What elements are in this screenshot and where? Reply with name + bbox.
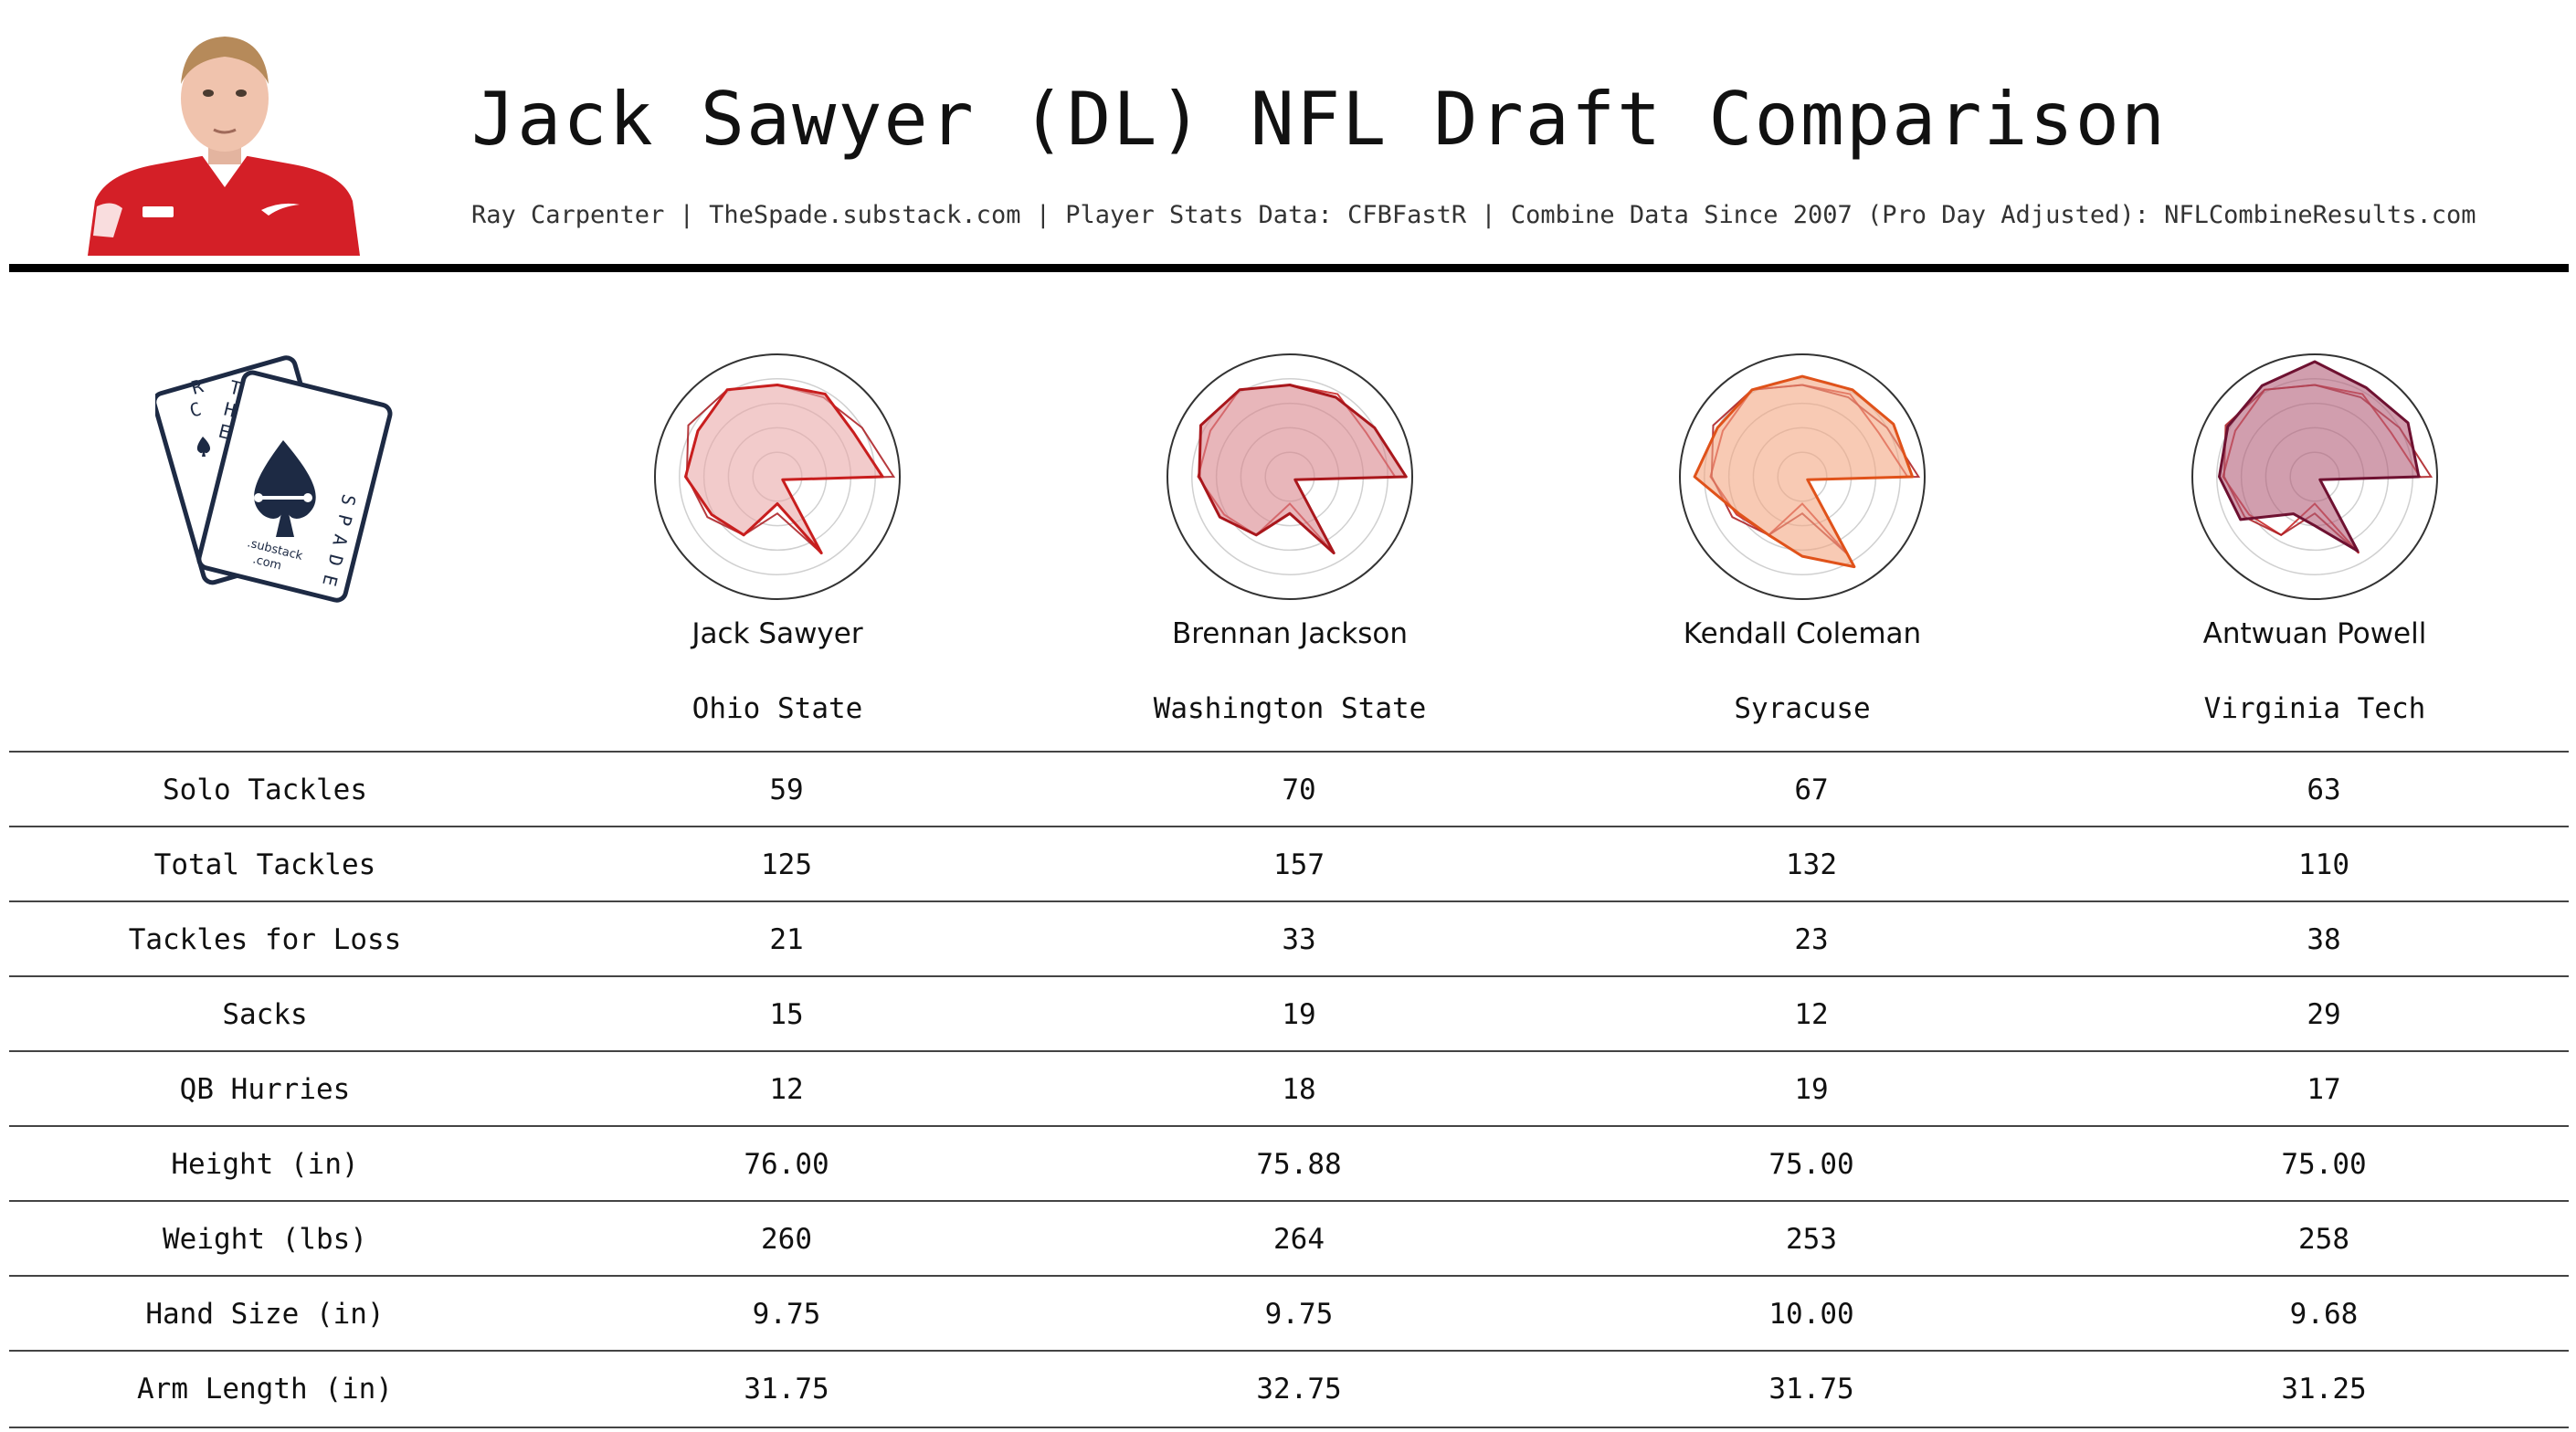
player-name: Brennan Jackson: [1171, 617, 1409, 650]
table-cell: 125: [761, 848, 812, 881]
player-headshot: [88, 37, 360, 256]
header-divider: [9, 264, 2569, 272]
table-cell: 18: [1282, 1073, 1316, 1106]
table-cell: 9.75: [752, 1298, 821, 1331]
table-cell: 31.75: [744, 1373, 829, 1406]
radar-chart-brennan-jackson: [1167, 353, 1413, 600]
table-cell: 19: [1794, 1073, 1829, 1106]
logo-letter-a: A: [328, 532, 352, 548]
the-spade-logo: R C T H E S P A D E .substack .com: [155, 355, 393, 603]
table-cell: 67: [1794, 774, 1829, 806]
radar-outer-ring: [1167, 353, 1413, 600]
logo-letter-s: S: [336, 492, 360, 508]
logo-letter-d: D: [323, 553, 347, 568]
radar-outer-ring: [2191, 353, 2438, 600]
table-cell: 10.00: [1768, 1298, 1854, 1331]
table-cell: 31.25: [2281, 1373, 2367, 1406]
table-cell: 21: [769, 923, 804, 956]
table-cell: 75.00: [2281, 1148, 2367, 1181]
table-cell: 258: [2298, 1223, 2349, 1256]
table-cell: 132: [1786, 848, 1837, 881]
row-label: Height (in): [171, 1148, 359, 1181]
logo-letter-t: T: [227, 376, 243, 400]
radar-compare-outline: [685, 384, 896, 554]
table-cell: 15: [769, 998, 804, 1031]
table-cell: 23: [1794, 923, 1829, 956]
logo-letter-e2: E: [318, 573, 342, 588]
player-name: Antwuan Powell: [2202, 617, 2427, 650]
table-cell: 33: [1282, 923, 1316, 956]
table-cell: 157: [1273, 848, 1325, 881]
player-school: Washington State: [1153, 692, 1427, 725]
table-cell: 29: [2307, 998, 2341, 1031]
table-cell: 12: [1794, 998, 1829, 1031]
radar-chart-antwuan-powell: [2191, 353, 2438, 600]
row-label: Total Tackles: [153, 848, 376, 881]
row-label: Solo Tackles: [163, 774, 367, 806]
table-row: Sacks 15 19 12 29: [9, 975, 2569, 1052]
player-school: Ohio State: [692, 692, 863, 725]
row-label: Hand Size (in): [145, 1298, 385, 1331]
page-title: Jack Sawyer (DL) NFL Draft Comparison: [471, 77, 2168, 162]
table-cell: 75.88: [1256, 1148, 1342, 1181]
row-label: Tackles for Loss: [128, 923, 402, 956]
table-row: Tackles for Loss 21 33 23 38: [9, 900, 2569, 977]
table-cell: 75.00: [1768, 1148, 1854, 1181]
page-subtitle: Ray Carpenter | TheSpade.substack.com | …: [471, 201, 2476, 229]
table-cell: 253: [1786, 1223, 1837, 1256]
logo-letter-p: P: [333, 512, 356, 528]
logo-com-text: .com: [251, 553, 283, 573]
table-row: Hand Size (in) 9.75 9.75 10.00 9.68: [9, 1275, 2569, 1352]
table-cell: 264: [1273, 1223, 1325, 1256]
table-cell: 59: [769, 774, 804, 806]
radar-player-shape: [2218, 360, 2421, 553]
table-cell: 110: [2298, 848, 2349, 881]
table-cell: 32.75: [1256, 1373, 1342, 1406]
table-cell: 17: [2307, 1073, 2341, 1106]
logo-letter-h: H: [222, 398, 238, 422]
table-cell: 76.00: [744, 1148, 829, 1181]
logo-letter-e1: E: [216, 420, 232, 444]
table-cell: 70: [1282, 774, 1316, 806]
player-school: Syracuse: [1734, 692, 1871, 725]
table-row: Arm Length (in) 31.75 32.75 31.75 31.25: [9, 1350, 2569, 1428]
table-cell: 260: [761, 1223, 812, 1256]
radar-player-shape: [1198, 384, 1408, 555]
radar-chart-kendall-coleman: [1679, 353, 1926, 600]
row-label: Weight (lbs): [163, 1223, 367, 1256]
table-cell: 63: [2307, 774, 2341, 806]
table-cell: 9.75: [1264, 1298, 1334, 1331]
radar-outer-ring: [654, 353, 901, 600]
row-label: Sacks: [222, 998, 308, 1031]
table-cell: 12: [769, 1073, 804, 1106]
player-school: Virginia Tech: [2203, 692, 2426, 725]
player-name: Kendall Coleman: [1683, 617, 1922, 650]
table-cell: 38: [2307, 923, 2341, 956]
table-row: Height (in) 76.00 75.88 75.00 75.00: [9, 1125, 2569, 1202]
table-cell: 31.75: [1768, 1373, 1854, 1406]
table-row: QB Hurries 12 18 19 17: [9, 1050, 2569, 1127]
row-label: QB Hurries: [179, 1073, 351, 1106]
player-name: Jack Sawyer: [692, 617, 863, 650]
radar-player-shape: [684, 384, 884, 555]
table-row: Total Tackles 125 157 132 110: [9, 826, 2569, 902]
radar-chart-jack-sawyer: [654, 353, 901, 600]
table-cell: 9.68: [2289, 1298, 2359, 1331]
table-row: Weight (lbs) 260 264 253 258: [9, 1200, 2569, 1277]
radar-player-shape: [1693, 374, 1915, 569]
radar-outer-ring: [1679, 353, 1926, 600]
row-label: Arm Length (in): [137, 1373, 393, 1406]
table-cell: 19: [1282, 998, 1316, 1031]
table-row: Solo Tackles 59 70 67 63: [9, 751, 2569, 827]
